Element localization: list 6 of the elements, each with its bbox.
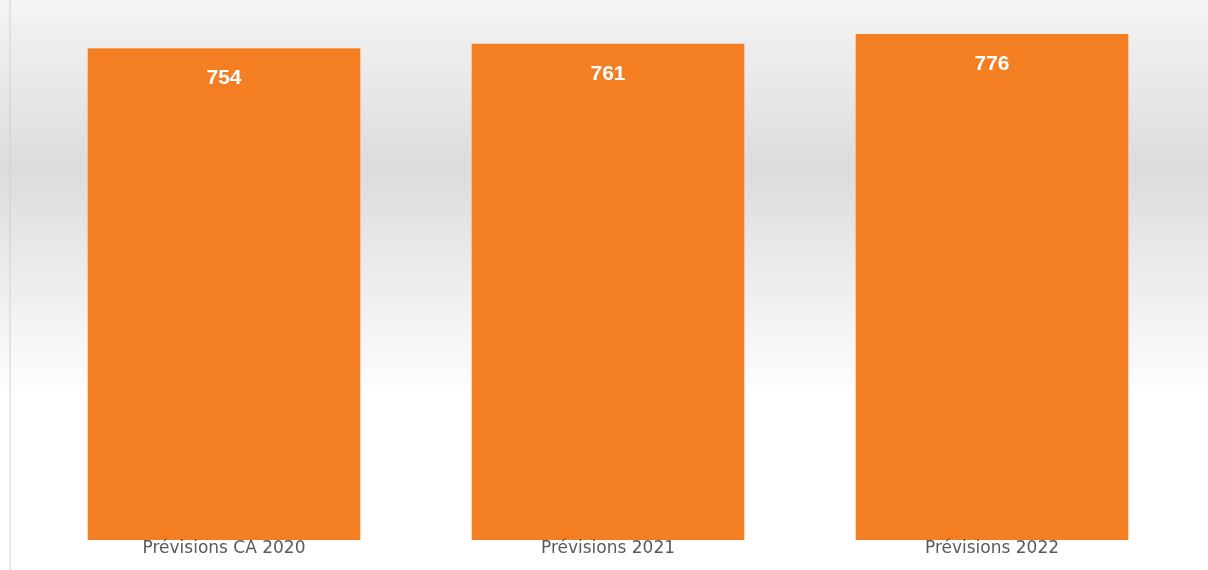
x-tick-label: Prévisions 2021 [540,537,676,557]
x-tick-label: Prévisions 2022 [924,537,1060,557]
data-label: 754 [206,65,242,89]
x-tick-label: Prévisions CA 2020 [142,537,306,557]
data-label: 761 [590,60,626,84]
data-label: 776 [974,51,1010,74]
